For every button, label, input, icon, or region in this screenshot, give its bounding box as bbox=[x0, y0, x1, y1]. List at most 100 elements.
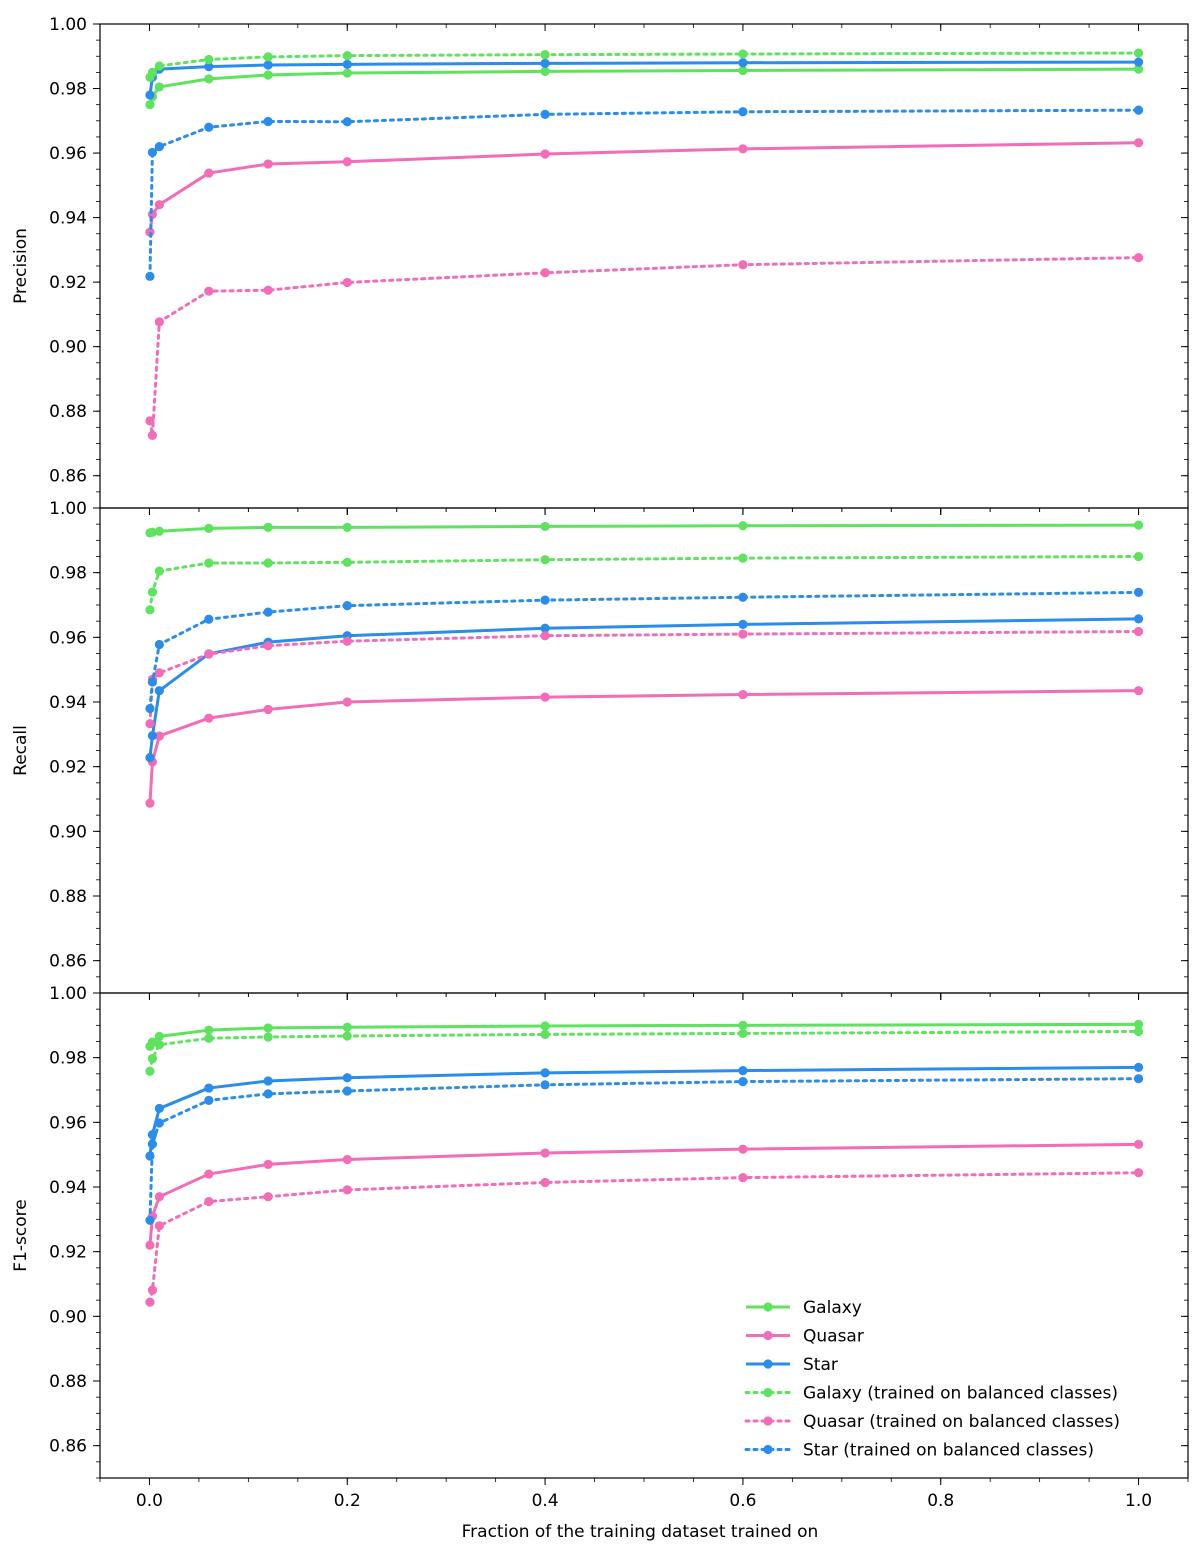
data-point bbox=[145, 100, 155, 110]
data-point bbox=[738, 1020, 748, 1030]
y-tick-label: 0.96 bbox=[49, 628, 87, 648]
data-point bbox=[145, 703, 155, 714]
legend-label: Galaxy bbox=[803, 1298, 862, 1318]
y-axis-label: Precision bbox=[11, 228, 31, 304]
data-point bbox=[145, 719, 155, 729]
data-point bbox=[204, 713, 214, 723]
x-tick-label: 0.6 bbox=[729, 1491, 756, 1511]
data-point bbox=[154, 566, 164, 576]
y-tick-label: 0.96 bbox=[49, 144, 87, 164]
y-tick-label: 0.94 bbox=[49, 693, 87, 713]
data-point bbox=[342, 1022, 352, 1032]
data-point bbox=[1133, 1019, 1144, 1029]
data-point bbox=[147, 731, 158, 741]
data-point bbox=[204, 74, 214, 84]
data-point bbox=[1133, 57, 1144, 67]
data-point bbox=[263, 1023, 273, 1033]
data-point bbox=[263, 52, 273, 62]
data-point bbox=[263, 1032, 273, 1042]
data-point bbox=[147, 430, 158, 440]
panel-2: 0.86 0.88 0.90 0.92 0.94 0.96 0.98 1.00 F1-score bbox=[11, 984, 1189, 1485]
data-point bbox=[738, 1066, 748, 1076]
data-point bbox=[342, 1154, 352, 1165]
data-point bbox=[1133, 686, 1144, 696]
data-point bbox=[540, 50, 550, 60]
data-point bbox=[738, 521, 748, 531]
data-point bbox=[145, 753, 155, 763]
data-point bbox=[540, 1148, 550, 1158]
data-point bbox=[147, 677, 158, 687]
data-point bbox=[540, 58, 550, 68]
data-point bbox=[145, 416, 155, 426]
data-point bbox=[154, 1192, 164, 1202]
y-tick-label: 0.90 bbox=[49, 1307, 87, 1327]
data-point bbox=[145, 271, 155, 281]
x-tick-label: 0.2 bbox=[334, 1491, 361, 1511]
legend: Galaxy Quasar Star Galaxy (trained on balan… bbox=[744, 1298, 1120, 1461]
y-tick-label: 0.98 bbox=[49, 564, 87, 584]
data-point bbox=[738, 553, 748, 563]
y-tick-label: 1.00 bbox=[49, 15, 87, 35]
legend-label: Galaxy (trained on balanced classes) bbox=[803, 1384, 1118, 1404]
data-point bbox=[342, 59, 352, 69]
data-point bbox=[1133, 253, 1144, 263]
data-point bbox=[263, 70, 273, 80]
data-point bbox=[1133, 138, 1144, 148]
data-point bbox=[154, 526, 164, 536]
data-point bbox=[204, 558, 214, 568]
data-point bbox=[540, 1080, 550, 1090]
data-point bbox=[204, 1083, 214, 1093]
y-tick-label: 0.94 bbox=[49, 209, 87, 229]
data-point bbox=[1133, 1062, 1144, 1072]
legend-marker bbox=[763, 1359, 773, 1369]
data-point bbox=[263, 60, 273, 70]
data-point bbox=[342, 522, 352, 533]
data-point bbox=[738, 107, 748, 117]
data-point bbox=[263, 641, 273, 651]
data-point bbox=[1133, 1074, 1144, 1084]
data-point bbox=[154, 731, 164, 741]
data-point bbox=[147, 1285, 158, 1295]
data-point bbox=[204, 61, 214, 72]
y-tick-label: 0.88 bbox=[49, 1372, 87, 1392]
y-tick-label: 0.90 bbox=[49, 338, 87, 358]
data-point bbox=[147, 527, 158, 537]
data-point bbox=[154, 668, 164, 678]
data-point bbox=[342, 1086, 352, 1096]
y-tick-label: 0.96 bbox=[49, 1113, 87, 1133]
plot-layer: 0.86 0.88 0.90 0.92 0.94 0.96 0.98 1.00 Precisio… bbox=[11, 15, 1189, 1511]
legend-label: Quasar (trained on balanced classes) bbox=[803, 1412, 1120, 1432]
legend-marker bbox=[763, 1387, 773, 1398]
data-point bbox=[204, 54, 214, 65]
data-point bbox=[154, 1031, 164, 1041]
data-point bbox=[540, 631, 550, 641]
data-point bbox=[342, 1185, 352, 1195]
data-point bbox=[263, 1076, 273, 1086]
data-point bbox=[1133, 1168, 1144, 1178]
data-point bbox=[154, 61, 164, 71]
data-point bbox=[204, 523, 214, 533]
data-point bbox=[147, 1054, 158, 1064]
data-point bbox=[342, 557, 352, 567]
data-point bbox=[147, 1139, 158, 1149]
data-point bbox=[154, 1040, 164, 1050]
data-point bbox=[1133, 1139, 1144, 1149]
data-point bbox=[1133, 587, 1144, 597]
data-point bbox=[342, 117, 352, 127]
data-point bbox=[342, 1031, 352, 1041]
y-tick-label: 0.98 bbox=[49, 80, 87, 100]
x-axis-label: Fraction of the training dataset trained… bbox=[462, 1522, 819, 1542]
data-point bbox=[1133, 48, 1144, 58]
data-point bbox=[342, 1073, 352, 1083]
data-point bbox=[263, 159, 273, 169]
panel-0: 0.86 0.88 0.90 0.92 0.94 0.96 0.98 1.00 Precisio… bbox=[11, 15, 1189, 515]
data-point bbox=[540, 555, 550, 565]
data-point bbox=[154, 142, 164, 152]
data-point bbox=[204, 286, 214, 296]
data-point bbox=[204, 1169, 214, 1179]
data-point bbox=[738, 1028, 748, 1039]
series-line bbox=[148, 256, 1141, 437]
data-point bbox=[263, 1192, 273, 1202]
